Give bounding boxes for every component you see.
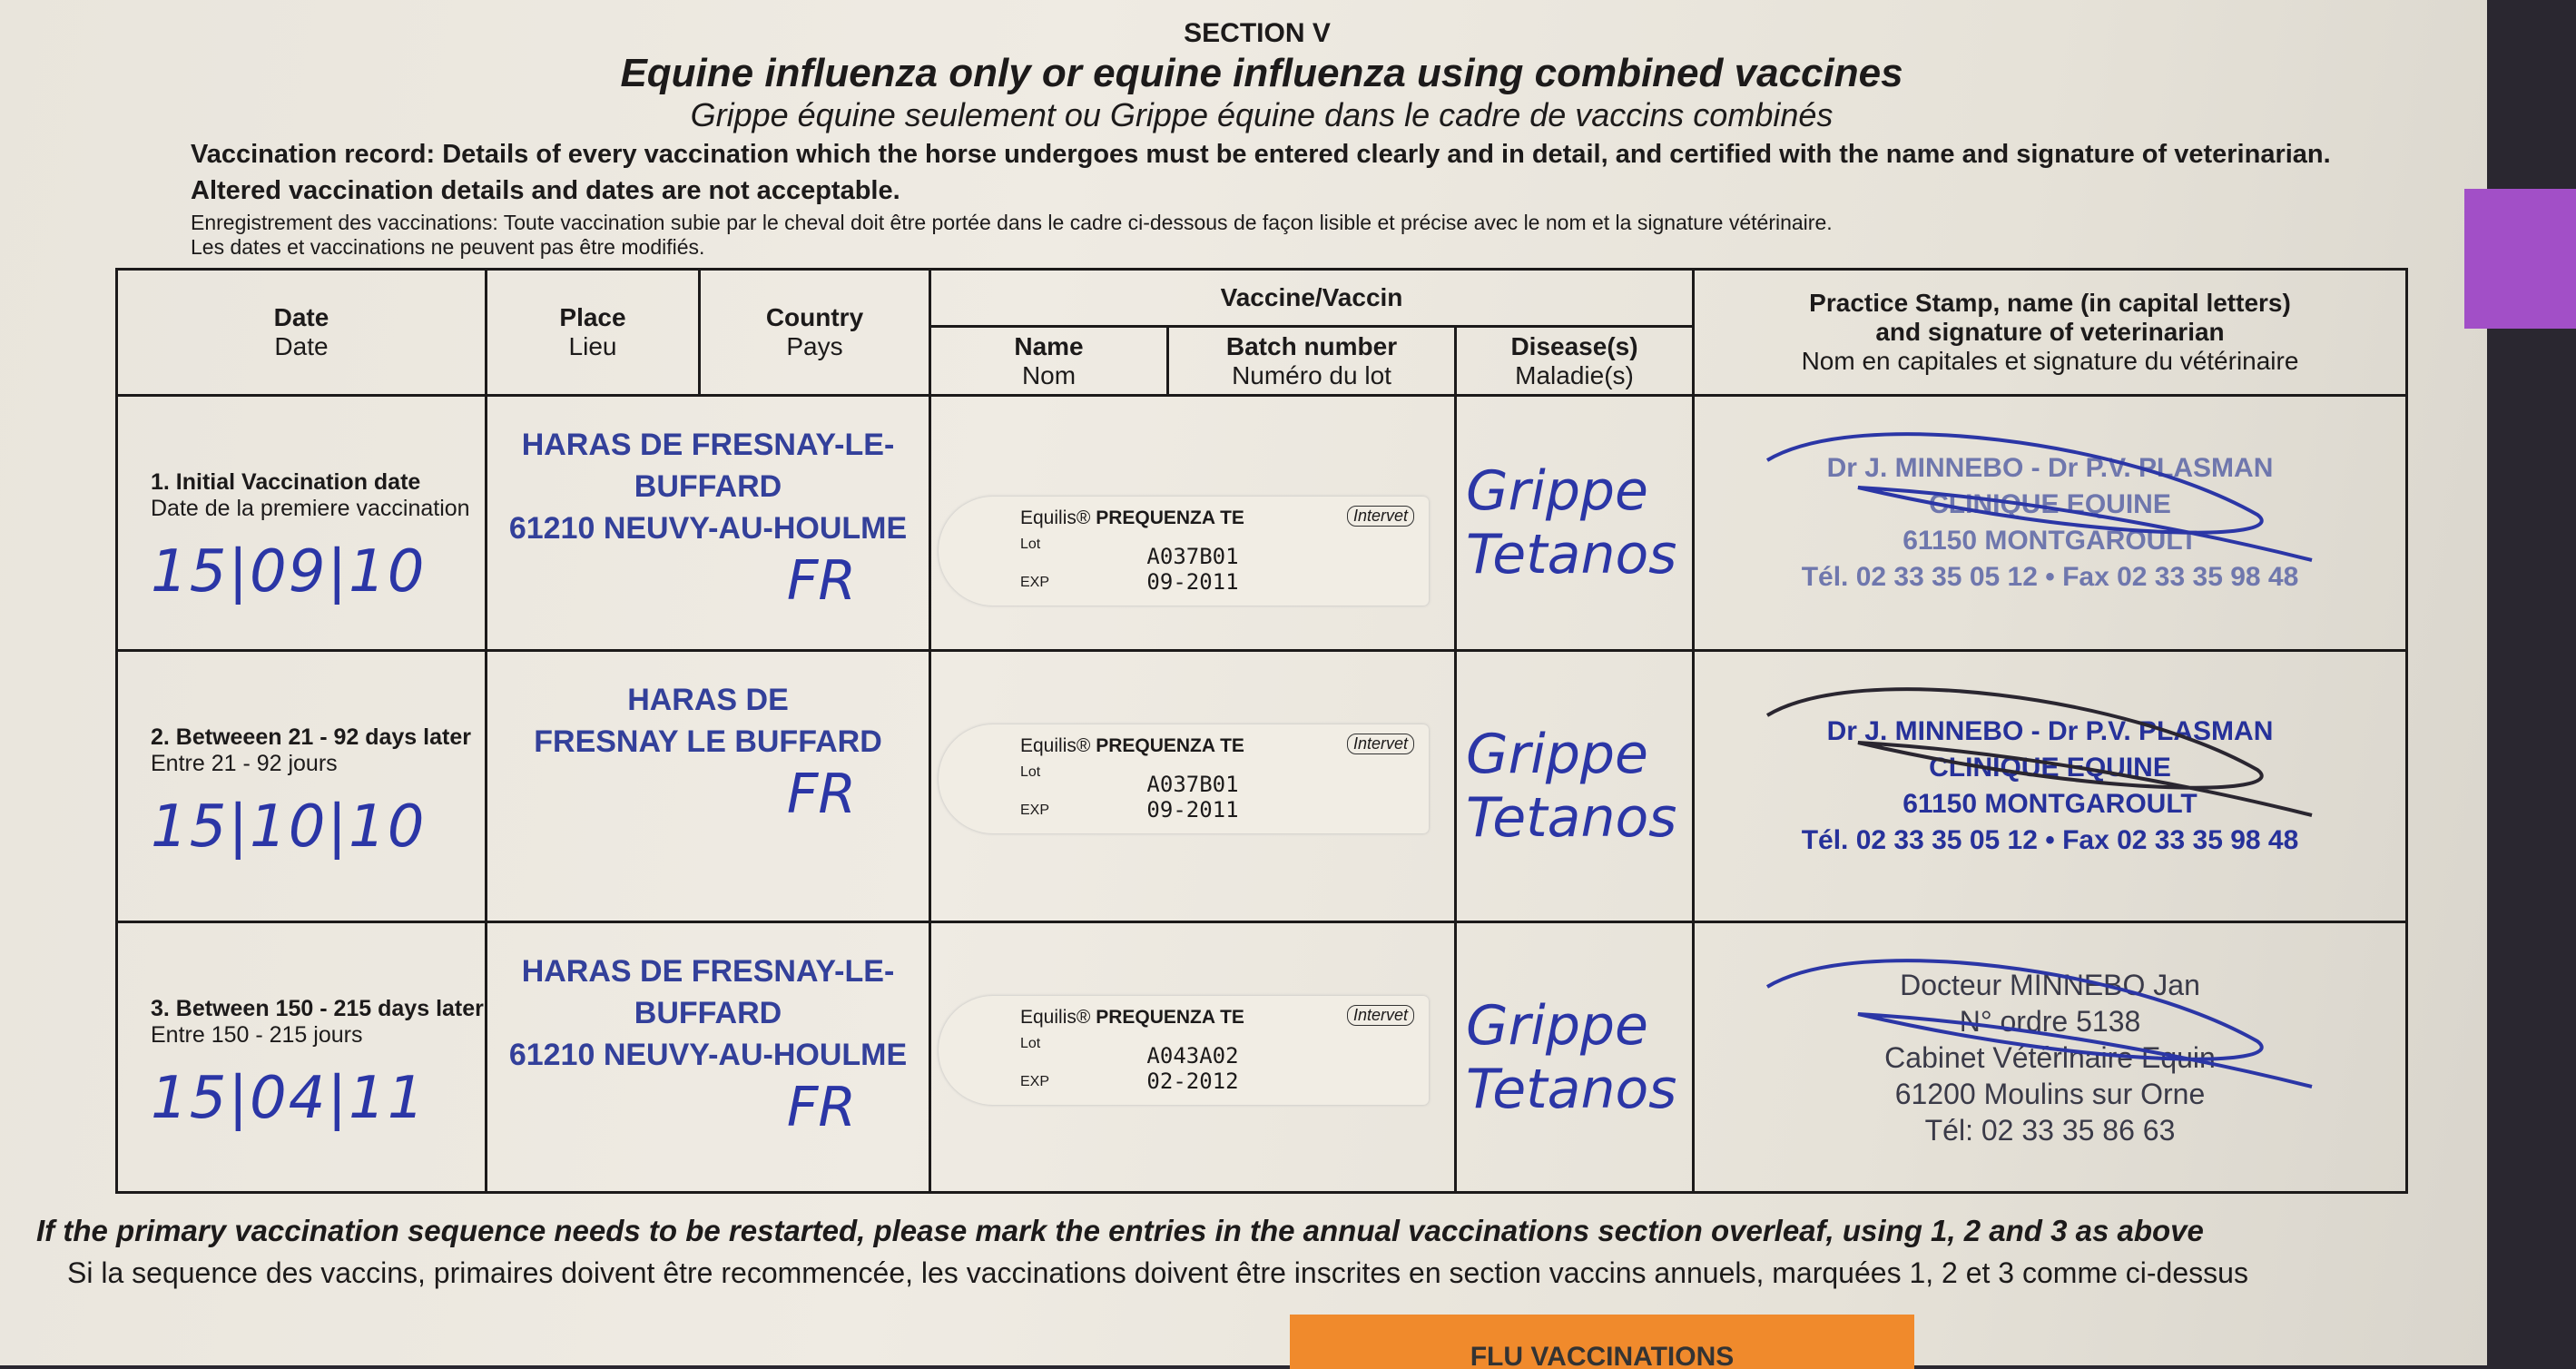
vaccination-table: Date Date Place Lieu Country Pays Vaccine/V… <box>115 268 2408 1194</box>
country-value: FR <box>786 1076 857 1139</box>
col-vaccine: Vaccine/Vaccin <box>929 268 1695 328</box>
signature <box>1765 959 2313 1088</box>
disease-name: Tetanos <box>1466 1057 1677 1121</box>
col-batch: Batch number Numéro du lot <box>1166 325 1457 397</box>
date-cell: 1. Initial Vaccination date Date de la p… <box>115 394 487 652</box>
veterinarian-stamp: Dr J. MINNEBO - Dr P.V. PLASMAN CLINIQUE … <box>1695 714 2405 859</box>
place-stamp: HARAS DE FRESNAY LE BUFFARD <box>534 683 882 759</box>
place-country-cell: HARAS DE FRESNAY-LE-BUFFARD 61210 NEUVY-A… <box>485 921 931 1194</box>
place-country-cell: HARAS DE FRESNAY-LE-BUFFARD 61210 NEUVY-A… <box>485 394 931 652</box>
sticker-product: PREQUENZA TE <box>1096 735 1244 756</box>
stamp-cell: Docteur MINNEBO Jan N° ordre 5138 Cabinet … <box>1692 921 2408 1194</box>
stamp-line: Tél. 02 33 35 05 12 • Fax 02 33 35 98 48 <box>1801 825 2299 855</box>
table-row: 3. Between 150 - 215 days later Entre 15… <box>115 921 2408 1194</box>
disease-name: Grippe <box>1466 993 1648 1058</box>
col-place: Place Lieu <box>485 268 701 397</box>
country-value: FR <box>786 549 857 613</box>
stamp-line: 61150 MONTGAROULT <box>1903 789 2197 819</box>
row-label-en: 3. Between 150 - 215 days later <box>151 996 484 1021</box>
vaccine-sticker-cell: Equilis® PREQUENZA TE Intervet Lot EXP A… <box>929 649 1457 923</box>
exp-label: EXP <box>1020 1074 1050 1089</box>
row-label-en: 1. Initial Vaccination date <box>151 469 421 495</box>
date-cell: 2. Betweeen 21 - 92 days later Entre 21 … <box>115 649 487 923</box>
lot-label: Lot <box>1020 537 1041 552</box>
section-label: SECTION V <box>1184 18 1331 48</box>
batch-number: A043A02 02-2012 <box>1146 1043 1239 1094</box>
sticker-product: PREQUENZA TE <box>1096 1007 1244 1028</box>
place-stamp: HARAS DE FRESNAY-LE-BUFFARD 61210 NEUVY-A… <box>508 428 908 546</box>
place-stamp: HARAS DE FRESNAY-LE-BUFFARD 61210 NEUVY-A… <box>508 954 908 1072</box>
manufacturer-logo: Intervet <box>1346 506 1414 527</box>
col-country: Country Pays <box>698 268 931 397</box>
disease-cell: Grippe Tetanos <box>1454 921 1695 1194</box>
disease-name: Grippe <box>1466 723 1648 786</box>
sticker-brand: Equilis® <box>1020 1007 1091 1028</box>
disease-name: Tetanos <box>1466 786 1677 850</box>
vaccine-sticker: Equilis® PREQUENZA TE Intervet Lot EXP A… <box>939 996 1429 1105</box>
manufacturer-logo: Intervet <box>1346 1005 1414 1026</box>
place-country-cell: HARAS DE FRESNAY LE BUFFARD FR <box>485 649 931 923</box>
col-disease: Disease(s) Maladie(s) <box>1454 325 1695 397</box>
vaccine-sticker-cell: Equilis® PREQUENZA TE Intervet Lot EXP A… <box>929 921 1457 1194</box>
vaccination-date: 15|09|10 <box>151 538 427 606</box>
disease-name: Grippe <box>1466 459 1648 523</box>
sticker-product: PREQUENZA TE <box>1096 507 1244 528</box>
table-row: 1. Initial Vaccination date Date de la p… <box>115 394 2408 652</box>
batch-number: A037B01 09-2011 <box>1146 544 1239 595</box>
lot-label: Lot <box>1020 764 1041 780</box>
row-label-en: 2. Betweeen 21 - 92 days later <box>151 724 471 750</box>
stamp-line: 61200 Moulins sur Orne <box>1894 1077 2206 1110</box>
page-title: Equine influenza only or equine influenz… <box>620 51 1903 95</box>
manufacturer-logo: Intervet <box>1346 734 1414 754</box>
instructions-fr-line1: Enregistrement des vaccinations: Toute v… <box>191 211 1833 234</box>
row-label-fr: Entre 150 - 215 jours <box>151 1022 363 1048</box>
vaccine-sticker-cell: Equilis® PREQUENZA TE Intervet Lot EXP A… <box>929 394 1457 652</box>
table-row: 2. Betweeen 21 - 92 days later Entre 21 … <box>115 649 2408 923</box>
row-label-fr: Entre 21 - 92 jours <box>151 751 338 776</box>
vaccine-sticker: Equilis® PREQUENZA TE Intervet Lot EXP A… <box>939 724 1429 833</box>
footer-note-fr: Si la sequence des vaccins, primaires do… <box>67 1256 2248 1289</box>
col-date: Date Date <box>115 268 487 397</box>
vaccination-date: 15|10|10 <box>151 793 427 861</box>
stamp-cell: Dr J. MINNEBO - Dr P.V. PLASMAN CLINIQUE … <box>1692 394 2408 652</box>
instructions-en: Vaccination record: Details of every vac… <box>191 140 2331 205</box>
veterinarian-stamp: Docteur MINNEBO Jan N° ordre 5138 Cabinet … <box>1695 967 2405 1148</box>
country-value: FR <box>786 763 857 826</box>
page-subtitle: Grippe équine seulement ou Grippe équine… <box>690 96 1834 133</box>
disease-cell: Grippe Tetanos <box>1454 394 1695 652</box>
stamp-line: N° ordre 5138 <box>1959 1004 2141 1038</box>
sticker-brand: Equilis® <box>1020 507 1091 528</box>
next-section-tab[interactable]: FLU VACCINATIONS <box>1290 1315 1914 1369</box>
col-stamp: Practice Stamp, name (in capital letters… <box>1692 268 2408 397</box>
stamp-line: CLINIQUE EQUINE <box>1929 489 2171 519</box>
batch-number: A037B01 09-2011 <box>1146 772 1239 822</box>
stamp-cell: Dr J. MINNEBO - Dr P.V. PLASMAN CLINIQUE … <box>1692 649 2408 923</box>
disease-cell: Grippe Tetanos <box>1454 649 1695 923</box>
exp-label: EXP <box>1020 575 1050 590</box>
vaccine-sticker: Equilis® PREQUENZA TE Intervet Lot EXP A… <box>939 497 1429 606</box>
instructions-fr: Enregistrement des vaccinations: Toute v… <box>191 211 2369 260</box>
date-cell: 3. Between 150 - 215 days later Entre 15… <box>115 921 487 1194</box>
stamp-line: Dr J. MINNEBO - Dr P.V. PLASMAN <box>1826 453 2274 483</box>
instructions-fr-line2: Les dates et vaccinations ne peuvent pas… <box>191 235 705 259</box>
signature <box>1765 687 2313 817</box>
row-label-fr: Date de la premiere vaccination <box>151 496 470 521</box>
purple-tab <box>2464 189 2576 329</box>
footer-note-en: If the primary vaccination sequence need… <box>36 1214 2204 1247</box>
signature <box>1765 432 2313 562</box>
stamp-line: Tél. 02 33 35 05 12 • Fax 02 33 35 98 48 <box>1801 562 2299 592</box>
sticker-brand: Equilis® <box>1020 735 1091 756</box>
col-name: Name Nom <box>929 325 1169 397</box>
lot-label: Lot <box>1020 1036 1041 1051</box>
stamp-line: Tél: 02 33 35 86 63 <box>1924 1113 2176 1147</box>
disease-name: Tetanos <box>1466 523 1677 586</box>
exp-label: EXP <box>1020 803 1050 818</box>
vaccination-date: 15|04|11 <box>151 1065 427 1132</box>
